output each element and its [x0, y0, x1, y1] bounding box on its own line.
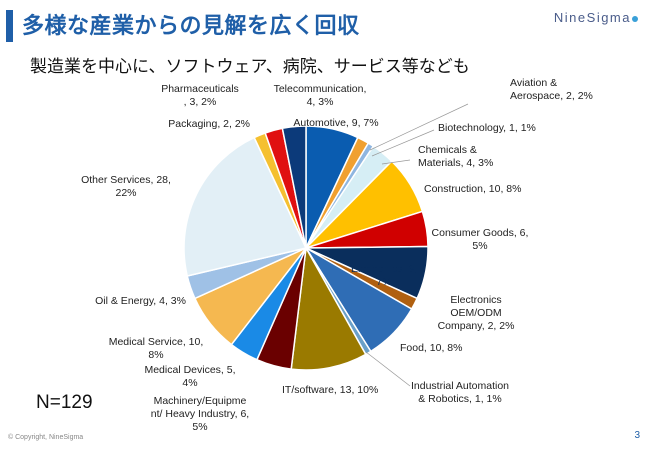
pie-slice-label-14: Oil & Energy, 4, 3% [95, 295, 186, 307]
ninesigma-logo: NineSigma [554, 10, 638, 25]
pie-slice-label-13: Medical Service, 10, 8% [109, 336, 204, 361]
leader-line-0 [369, 103, 469, 151]
pie-slice-label-16: Packaging, 2, 2% [168, 118, 250, 130]
pie-slice-label-6: Electronics, 9, 7% [351, 263, 417, 288]
pie-slice-label-9: Industrial Automation & Robotics, 1, 1% [411, 380, 509, 405]
pie-slice-label-7: Electronics OEM/ODM Company, 2, 2% [438, 294, 515, 332]
pie-slice-label-17: Pharmaceuticals, 3, 2% [161, 83, 239, 108]
leader-line-2 [381, 159, 411, 165]
pie-slice-label-2: Biotechnology, 1, 1% [438, 122, 536, 134]
pie-slice-10 [290, 245, 367, 371]
sample-size-label: N=129 [36, 392, 93, 413]
pie-slice-label-3: Chemicals & Materials, 4, 3% [418, 144, 493, 169]
leader-line-1 [371, 129, 435, 157]
pie-slice-label-8: Food, 10, 8% [400, 342, 462, 354]
pie-slice-label-11: Machinery/Equipme nt/ Heavy Industry, 6, 5… [151, 395, 249, 433]
slide-subtitle: 製造業を中心に、ソフトウェア、病院、サービス等なども [30, 57, 470, 77]
pie-slice-label-0: Automotive, 9, 7% [293, 117, 378, 129]
pie-slice-label-12: Medical Devices, 5, 4% [144, 364, 235, 389]
slide-title: 多様な産業からの見解を広く回収 [22, 14, 360, 39]
leader-line-3 [365, 351, 411, 387]
logo-dot-icon [632, 15, 638, 22]
logo-text: NineSigma [553, 10, 631, 25]
pie-slice-label-4: Construction, 10, 8% [424, 183, 521, 195]
pie-slice-15 [183, 136, 308, 277]
copyright-notice: © Copyright, NineSigma [8, 434, 84, 441]
pie-slice-label-18: Telecommunication, 4, 3% [274, 83, 367, 108]
pie-slice-label-1: Aviation & Aerospace, 2, 2% [510, 77, 593, 102]
pie-slice-18 [281, 125, 307, 249]
pie-slice-label-5: Consumer Goods, 6, 5% [432, 227, 529, 252]
page-number: 3 [634, 430, 640, 441]
pie-slice-label-10: IT/software, 13, 10% [282, 384, 378, 396]
title-accent-bar [6, 10, 13, 42]
pie-slice-label-15: Other Services, 28, 22% [81, 174, 171, 199]
